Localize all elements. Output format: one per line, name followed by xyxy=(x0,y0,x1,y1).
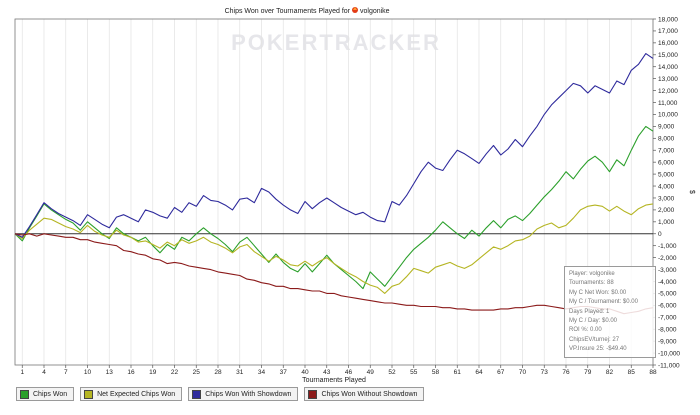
y-tick-label: 8,000 xyxy=(658,136,675,143)
x-tick-label: 10 xyxy=(84,369,92,376)
stats-line: My C Net Won: $0.00 xyxy=(569,289,627,296)
legend-label: Chips Won With Showdown xyxy=(205,390,292,398)
x-tick-label: 40 xyxy=(301,369,309,376)
y-tick-label: -5,000 xyxy=(658,291,677,298)
x-tick-label: 1 xyxy=(20,369,24,376)
x-tick-label: 70 xyxy=(519,369,527,376)
y-tick-label: -3,000 xyxy=(658,267,677,274)
y-tick-label: -8,000 xyxy=(658,327,677,334)
x-tick-label: 49 xyxy=(367,369,375,376)
stats-box: Player: volgonike Tournaments: 88 My C Net… xyxy=(564,266,656,358)
x-tick-label: 67 xyxy=(497,369,505,376)
watermark: POKERTRACKER xyxy=(231,30,441,55)
legend-label: Chips Won xyxy=(33,390,68,398)
series-line-chips-won-with-showdown xyxy=(14,53,654,238)
legend-item-chips-won-without-showdown[interactable]: Chips Won Without Showdown xyxy=(304,387,425,401)
x-tick-label: 82 xyxy=(606,369,614,376)
chart-title: Chips Won over Tournaments Played for xyxy=(225,8,351,15)
y-tick-label: -9,000 xyxy=(658,338,677,345)
series-line-net-expected-chips-won xyxy=(14,203,654,294)
y-tick-label: -1,000 xyxy=(658,243,677,250)
stats-line: My C / Tournament: $0.00 xyxy=(569,299,638,306)
y-tick-label: -6,000 xyxy=(658,303,677,310)
stats-line: VP.Insure 25: -$49.40 xyxy=(569,346,627,353)
y-tick-label: 12,000 xyxy=(658,88,678,95)
y-tick-label: 4,000 xyxy=(658,183,675,190)
legend-swatch xyxy=(192,389,202,399)
player-icon xyxy=(352,7,358,13)
y-tick-label: 5,000 xyxy=(658,171,675,178)
y-tick-label: 3,000 xyxy=(658,195,675,202)
y-tick-label: 10,000 xyxy=(658,112,678,119)
x-tick-label: 25 xyxy=(193,369,201,376)
legend-swatch xyxy=(20,389,29,399)
series-line-chips-won xyxy=(14,125,654,290)
legend-label: Net Expected Chips Won xyxy=(97,390,176,398)
y-tick-label: 0 xyxy=(658,231,662,238)
stats-line: ChipsEV/turnej: 27 xyxy=(569,336,620,343)
x-tick-label: 31 xyxy=(236,369,244,376)
y-tick-label: -10,000 xyxy=(658,350,680,357)
x-tick-label: 19 xyxy=(149,369,157,376)
y-tick-label: 6,000 xyxy=(658,159,675,166)
x-tick-label: 43 xyxy=(323,369,331,376)
x-tick-label: 4 xyxy=(42,369,46,376)
x-tick-label: 7 xyxy=(64,369,68,376)
y-axis-label: $ xyxy=(688,190,695,194)
x-tick-label: 61 xyxy=(454,369,462,376)
x-tick-label: 76 xyxy=(562,369,570,376)
series-line-chips-won-without-showdown xyxy=(14,233,654,315)
x-tick-label: 13 xyxy=(106,369,114,376)
x-axis-label: Tournaments Played xyxy=(302,377,366,384)
legend: Chips Won Net Expected Chips Won Chips Won… xyxy=(16,387,425,401)
x-tick-label: 37 xyxy=(280,369,288,376)
x-tick-label: 64 xyxy=(475,369,483,376)
x-tick-label: 16 xyxy=(127,369,135,376)
y-tick-label: -11,000 xyxy=(658,362,680,369)
x-tick-label: 52 xyxy=(388,369,396,376)
x-tick-label: 73 xyxy=(541,369,549,376)
y-tick-label: 7,000 xyxy=(658,148,675,155)
x-tick-label: 55 xyxy=(410,369,418,376)
y-tick-label: -2,000 xyxy=(658,255,677,262)
stats-line: Player: volgonike xyxy=(569,271,615,277)
y-tick-label: 15,000 xyxy=(658,52,678,59)
legend-item-chips-won[interactable]: Chips Won xyxy=(16,387,75,401)
y-tick-label: 1,000 xyxy=(658,219,675,226)
y-tick-label: -7,000 xyxy=(658,315,677,322)
x-tick-label: 85 xyxy=(628,369,636,376)
legend-item-chips-won-with-showdown[interactable]: Chips Won With Showdown xyxy=(188,387,299,401)
y-tick-label: -4,000 xyxy=(658,279,677,286)
y-tick-label: 11,000 xyxy=(658,100,678,107)
x-tick-label: 34 xyxy=(258,369,266,376)
legend-item-net-expected-chips-won[interactable]: Net Expected Chips Won xyxy=(80,387,183,401)
y-tick-label: 2,000 xyxy=(658,207,675,214)
legend-label: Chips Won Without Showdown xyxy=(321,390,418,398)
x-tick-label: 46 xyxy=(345,369,353,376)
stats-line: Days Played: 1 xyxy=(569,308,610,315)
stats-line: Tournaments: 88 xyxy=(569,280,614,287)
x-tick-label: 58 xyxy=(432,369,440,376)
stats-line: ROI %: 0.00 xyxy=(569,327,602,334)
y-tick-label: 18,000 xyxy=(658,16,678,23)
x-tick-label: 79 xyxy=(584,369,592,376)
y-tick-label: 9,000 xyxy=(658,124,675,131)
x-tick-label: 28 xyxy=(214,369,222,376)
y-tick-label: 13,000 xyxy=(658,76,678,83)
y-tick-label: 14,000 xyxy=(658,64,678,71)
chart-title-player: volgonike xyxy=(360,8,390,15)
stats-line: My C / Day: $0.00 xyxy=(569,318,618,325)
x-tick-label: 88 xyxy=(649,369,657,376)
legend-swatch xyxy=(84,389,94,399)
y-tick-label: 17,000 xyxy=(658,28,678,35)
y-tick-label: 16,000 xyxy=(658,40,678,47)
plot-area-frame xyxy=(14,18,654,366)
x-tick-label: 22 xyxy=(171,369,179,376)
legend-swatch xyxy=(308,389,318,399)
